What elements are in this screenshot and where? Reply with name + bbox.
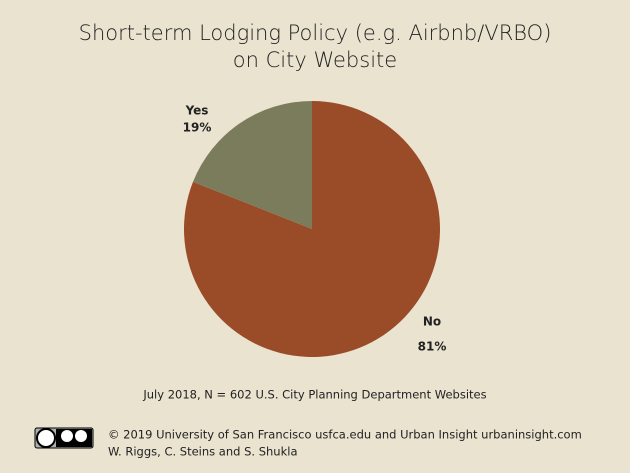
slice-label: Yes — [185, 104, 209, 118]
credit: W. Riggs, C. Steins and S. Shukla — [108, 445, 298, 459]
cc-badge — [34, 427, 94, 449]
value-label: 81% — [418, 340, 447, 354]
pie-slice — [184, 101, 441, 358]
slice-label: No — [423, 315, 441, 329]
chart-title: Short-term Lodging Policy (e.g. Airbnb/V… — [78, 21, 552, 72]
value-label: 19% — [183, 121, 212, 135]
credit: © 2019 University of San Francisco usfca… — [108, 428, 582, 442]
note: July 2018, N = 602 U.S. City Planning De… — [142, 388, 486, 402]
pie-slice — [192, 101, 312, 229]
